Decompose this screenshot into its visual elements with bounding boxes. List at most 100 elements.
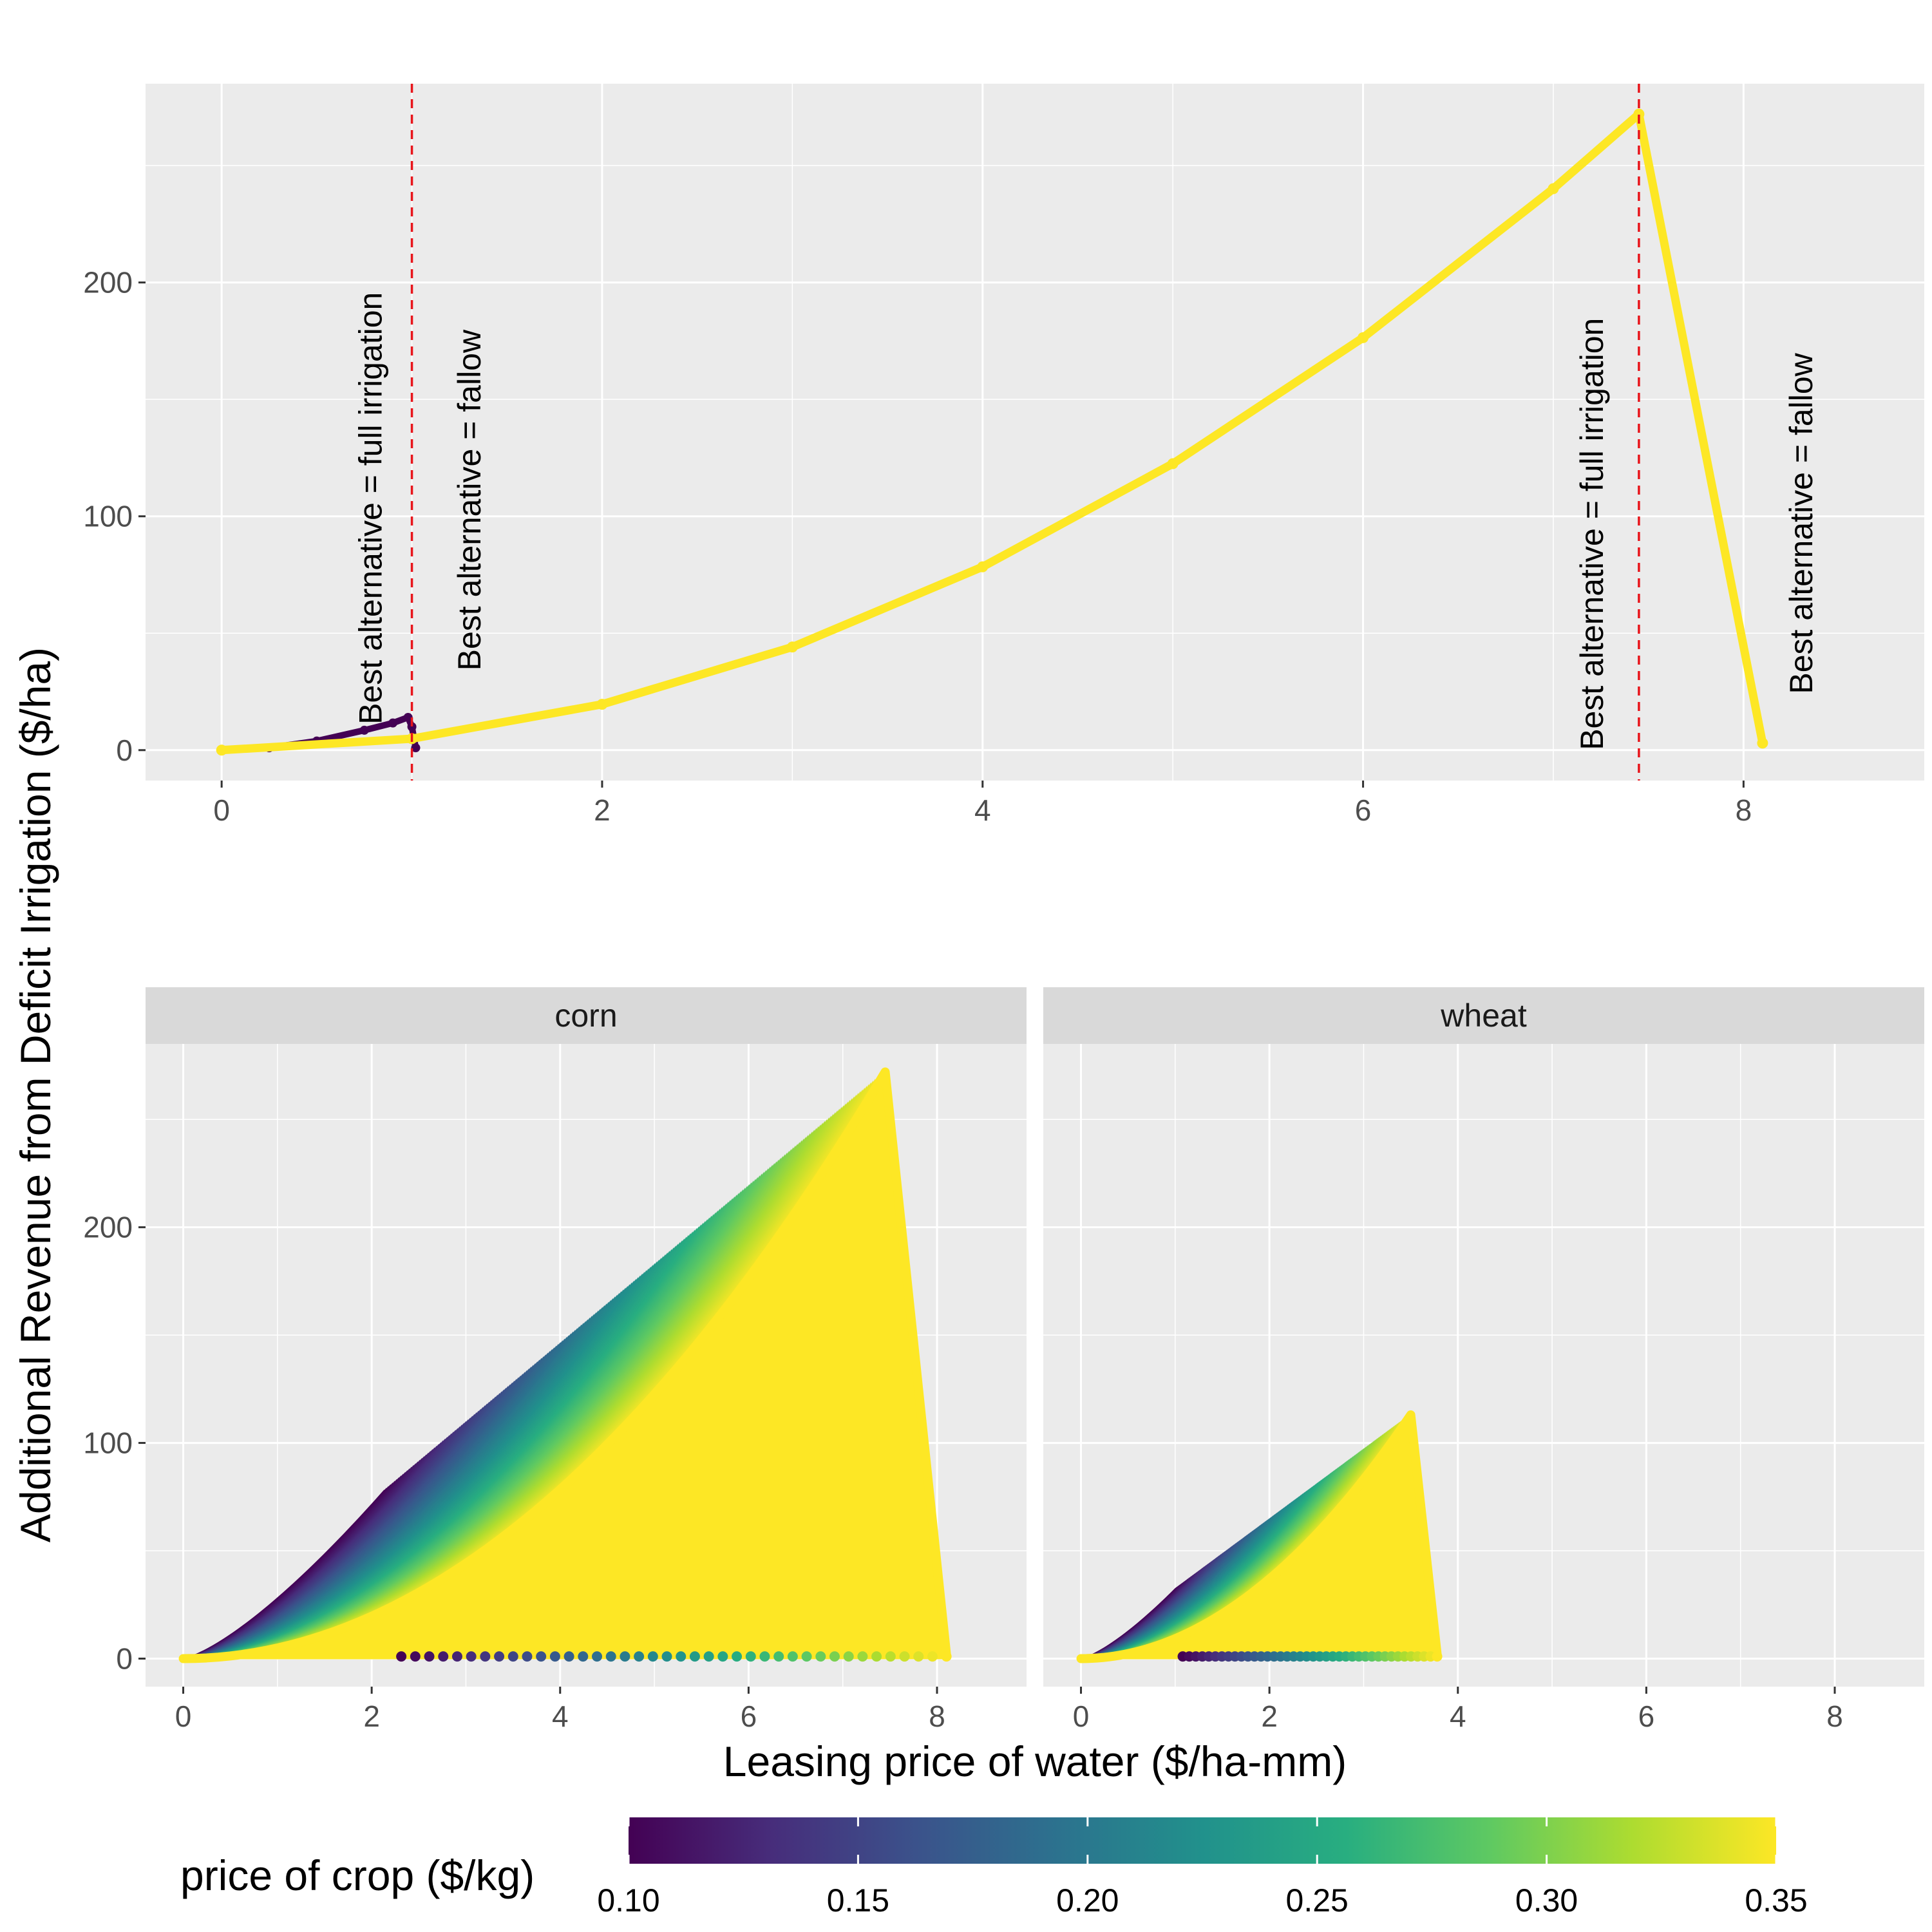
endpoint-point <box>438 1651 449 1662</box>
endpoint-point <box>885 1651 896 1662</box>
top-panel-reference-lines <box>410 84 1640 781</box>
x-axis-title: Leasing price of water ($/ha-mm) <box>723 1738 1347 1785</box>
endpoint-point <box>801 1651 812 1662</box>
corn-strip-label: corn <box>554 998 617 1034</box>
x-tick-label: 8 <box>929 1700 945 1733</box>
top-panel-background <box>146 84 1924 781</box>
x-tick-label: 2 <box>363 1700 380 1733</box>
endpoint-point <box>1432 1651 1443 1662</box>
x-tick-label: 6 <box>741 1700 757 1733</box>
endpoint-point <box>871 1651 882 1662</box>
endpoint-point <box>857 1651 868 1662</box>
annotation-full-irrigation-2: Best alternative = full irrigation <box>1574 318 1610 750</box>
legend-colorbar <box>629 1817 1776 1864</box>
endpoint-point <box>732 1651 743 1662</box>
wheat-strip <box>1043 987 1924 1044</box>
endpoint-point <box>522 1651 533 1662</box>
endpoint-point <box>620 1651 630 1662</box>
legend-tick-label: 0.20 <box>1056 1882 1119 1918</box>
endpoint-point <box>494 1651 505 1662</box>
endpoint-point <box>787 1651 798 1662</box>
top-panel: Best alternative = full irrigation Best … <box>83 84 1924 827</box>
endpoint-point <box>703 1651 714 1662</box>
y-tick-label: 0 <box>116 734 133 767</box>
y-tick-label: 0 <box>116 1642 133 1675</box>
endpoint-point <box>843 1651 854 1662</box>
max-price-curve <box>178 1067 951 1663</box>
x-tick-label: 8 <box>1826 1700 1843 1733</box>
wheat-panel-grid <box>1043 1044 1924 1687</box>
data-point <box>786 641 798 653</box>
endpoint-point <box>451 1651 462 1662</box>
x-tick-label: 4 <box>1450 1700 1466 1733</box>
x-tick-label: 0 <box>175 1700 192 1733</box>
wheat-panel: wheat 0 2 4 6 8 <box>1043 987 1924 1733</box>
x-tick-label: 4 <box>552 1700 569 1733</box>
max-price-curve <box>1076 1410 1442 1663</box>
endpoint-point <box>773 1651 784 1662</box>
endpoint-point <box>564 1651 574 1662</box>
endpoint-point <box>634 1651 645 1662</box>
endpoint-point <box>913 1651 924 1662</box>
endpoint-point <box>676 1651 687 1662</box>
endpoint-point <box>661 1651 672 1662</box>
endpoint-point <box>466 1651 477 1662</box>
corn-panel-marks <box>178 1067 952 1663</box>
data-point <box>388 718 398 728</box>
endpoint-point <box>410 1651 421 1662</box>
corn-panel: corn 0 2 4 6 8 0 100 200 <box>83 987 1027 1733</box>
x-tick-label: 4 <box>974 793 991 827</box>
annotation-fallow-1: Best alternative = fallow <box>451 329 488 670</box>
legend-tick-label: 0.30 <box>1515 1882 1578 1918</box>
y-tick-label: 200 <box>83 266 133 299</box>
legend-tick-label: 0.10 <box>597 1882 659 1918</box>
endpoint-point <box>396 1651 407 1662</box>
legend-tick-label: 0.15 <box>827 1882 889 1918</box>
x-tick-label: 0 <box>213 793 230 827</box>
y-axis-title: Additional Revenue from Deficit Irrigati… <box>12 647 59 1542</box>
endpoint-point <box>605 1651 616 1662</box>
wheat-panel-marks <box>1076 1410 1443 1663</box>
legend-title: price of crop ($/kg) <box>180 1852 535 1899</box>
endpoint-point <box>941 1651 952 1662</box>
data-point <box>1167 458 1179 469</box>
endpoint-point <box>689 1651 700 1662</box>
data-point <box>359 725 369 735</box>
endpoint-point <box>578 1651 589 1662</box>
endpoint-point <box>647 1651 658 1662</box>
x-tick-label: 6 <box>1638 1700 1655 1733</box>
endpoint-point <box>592 1651 603 1662</box>
data-point <box>1358 332 1369 343</box>
legend-ticks: 0.10 0.15 0.20 0.25 0.30 0.35 <box>597 1817 1808 1918</box>
endpoint-point <box>536 1651 547 1662</box>
legend-tick-label: 0.25 <box>1286 1882 1349 1918</box>
endpoint-point <box>927 1651 938 1662</box>
data-point <box>216 744 227 756</box>
top-panel-annotations: Best alternative = full irrigation Best … <box>353 292 1819 750</box>
annotation-full-irrigation-1: Best alternative = full irrigation <box>353 292 389 724</box>
endpoint-point <box>899 1651 910 1662</box>
y-tick-label: 200 <box>83 1211 133 1244</box>
wheat-strip-label: wheat <box>1440 998 1527 1034</box>
data-point <box>1633 108 1645 120</box>
endpoint-point <box>717 1651 728 1662</box>
endpoint-point <box>759 1651 770 1662</box>
endpoint-point <box>507 1651 518 1662</box>
series-line <box>217 109 1767 755</box>
color-legend: price of crop ($/kg) 0.10 0.15 0.20 0.25 0.3… <box>180 1817 1808 1918</box>
top-panel-axes: 0 2 4 6 8 0 100 200 <box>83 266 1752 827</box>
y-tick-label: 100 <box>83 1426 133 1460</box>
endpoint-point <box>549 1651 560 1662</box>
data-point <box>596 699 608 710</box>
wheat-panel-axes: 0 2 4 6 8 <box>1073 1687 1843 1733</box>
y-tick-label: 100 <box>83 500 133 533</box>
annotation-fallow-2: Best alternative = fallow <box>1783 352 1819 694</box>
top-panel-grid <box>146 84 1924 781</box>
corn-panel-axes: 0 2 4 6 8 0 100 200 <box>83 1211 945 1733</box>
endpoint-point <box>480 1651 491 1662</box>
endpoint-point <box>424 1651 435 1662</box>
corn-strip <box>146 987 1027 1044</box>
x-tick-label: 2 <box>594 793 611 827</box>
legend-tick-label: 0.35 <box>1745 1882 1807 1918</box>
